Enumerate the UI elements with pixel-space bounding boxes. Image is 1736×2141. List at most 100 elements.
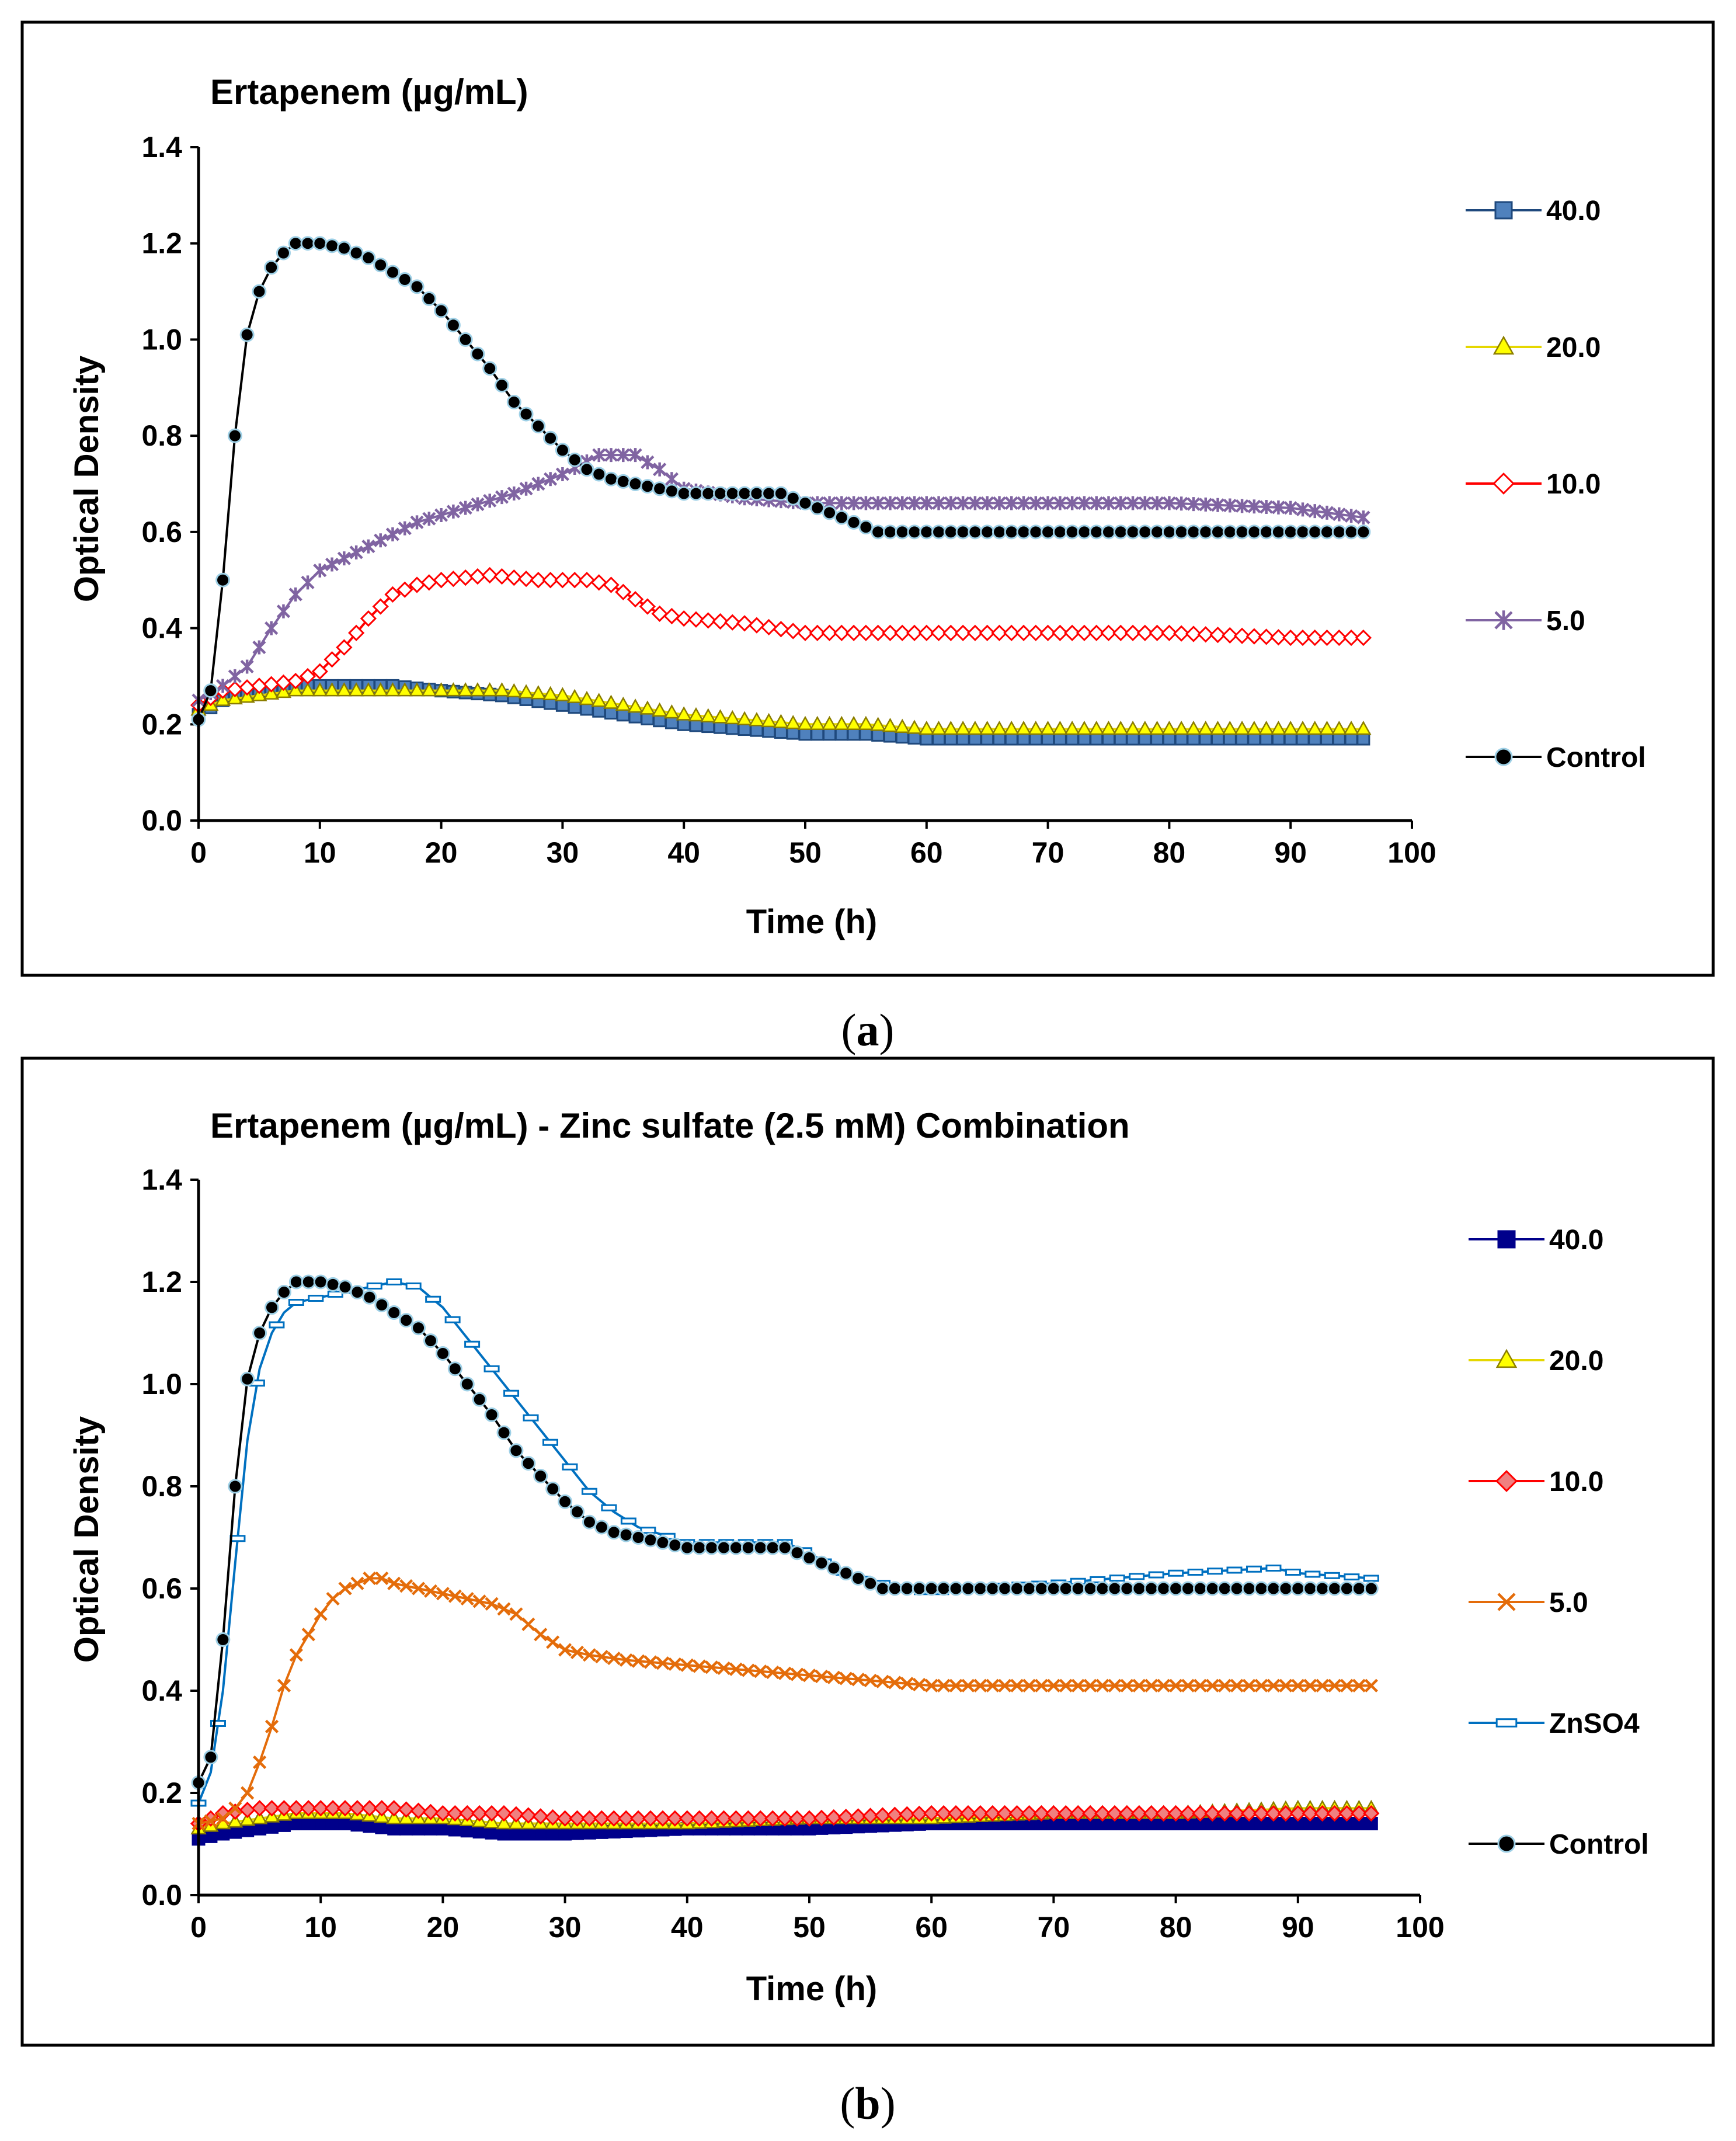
chart-b-y-tick-label: 0.8	[141, 1470, 182, 1503]
data-point	[760, 618, 777, 636]
data-point	[1320, 505, 1334, 520]
data-point	[228, 1479, 243, 1494]
data-point	[399, 1822, 413, 1836]
data-point	[579, 462, 594, 477]
data-point	[920, 496, 934, 510]
data-point	[826, 1560, 841, 1576]
chart-a-title: Ertapenem (µg/mL)	[210, 72, 528, 112]
data-point	[603, 694, 620, 709]
data-point	[385, 265, 400, 280]
data-point	[1279, 1678, 1293, 1692]
data-point	[1169, 1678, 1183, 1692]
data-point	[796, 624, 814, 641]
data-point	[809, 624, 826, 641]
chart-a-x-tick-label: 100	[1387, 836, 1436, 869]
data-point	[700, 708, 716, 722]
data-point	[1233, 627, 1251, 644]
data-point	[1181, 1678, 1195, 1692]
data-point	[725, 486, 740, 501]
chart-a-legend: 40.0 20.0 10.0 5.0 Control	[1466, 196, 1646, 773]
data-point	[875, 1581, 890, 1596]
data-point	[688, 486, 704, 501]
data-point	[956, 496, 970, 510]
data-point	[1144, 1581, 1159, 1596]
data-point	[906, 624, 923, 641]
data-point	[239, 689, 255, 703]
data-point	[519, 406, 534, 422]
data-point	[445, 682, 462, 697]
data-point	[1029, 496, 1043, 510]
data-point	[1083, 1678, 1097, 1692]
data-point	[736, 711, 753, 725]
data-point	[386, 1810, 402, 1824]
data-point	[839, 1671, 853, 1685]
data-point	[350, 1818, 364, 1832]
data-point	[1185, 720, 1202, 735]
data-point	[936, 1581, 951, 1596]
data-point	[966, 624, 984, 641]
data-point	[1187, 1569, 1203, 1576]
data-point	[387, 1305, 402, 1320]
data-point	[1303, 1581, 1318, 1596]
data-point	[1342, 629, 1360, 647]
data-point	[663, 704, 680, 719]
legend-swatch-marker	[1495, 1348, 1518, 1368]
data-point	[385, 527, 400, 541]
chart-b-series-control	[191, 1274, 1379, 1790]
data-point	[655, 1535, 670, 1550]
data-point	[544, 472, 558, 486]
data-point	[1008, 1805, 1025, 1822]
data-point	[542, 572, 559, 589]
data-point	[546, 1635, 560, 1649]
data-point	[691, 1810, 708, 1827]
data-point	[1344, 1573, 1360, 1581]
data-point	[1241, 1581, 1257, 1596]
data-point	[360, 682, 377, 697]
data-point	[1041, 524, 1056, 540]
data-point	[701, 486, 716, 501]
data-point	[1327, 1581, 1342, 1596]
data-point	[215, 1632, 231, 1647]
data-point	[1230, 1678, 1244, 1692]
data-point	[907, 496, 921, 510]
data-point	[1010, 1581, 1025, 1596]
data-point	[458, 501, 472, 515]
data-point	[1229, 1805, 1246, 1822]
data-point	[895, 524, 910, 540]
data-point	[1223, 498, 1237, 513]
data-point	[748, 617, 766, 634]
data-point	[1289, 1805, 1306, 1822]
data-point	[652, 481, 667, 496]
data-point	[482, 682, 498, 697]
data-point	[680, 1540, 695, 1555]
data-point	[567, 452, 582, 467]
data-point	[930, 624, 947, 641]
data-point	[228, 1825, 242, 1839]
data-point	[998, 1678, 1012, 1692]
data-point	[350, 1285, 365, 1299]
data-point	[1222, 720, 1238, 735]
data-point	[509, 1443, 524, 1458]
data-point	[1290, 1581, 1306, 1596]
data-point	[423, 1333, 438, 1348]
legend-label: Control	[1546, 742, 1646, 773]
data-point	[558, 1827, 572, 1841]
data-point	[434, 1805, 451, 1822]
data-point	[618, 1527, 634, 1542]
data-point	[773, 621, 789, 638]
data-point	[713, 486, 728, 501]
data-point	[276, 1285, 291, 1299]
data-point	[785, 715, 801, 729]
data-point	[1052, 524, 1067, 540]
data-point	[944, 496, 958, 510]
data-point	[1109, 1575, 1125, 1582]
data-point	[423, 1584, 438, 1598]
data-point	[375, 1571, 389, 1586]
data-point	[520, 1807, 537, 1824]
data-point	[619, 1653, 633, 1667]
data-point	[797, 715, 813, 731]
data-point	[375, 1820, 389, 1834]
data-point	[301, 575, 315, 590]
chart-b-x-tick-label: 80	[1160, 1911, 1192, 1944]
